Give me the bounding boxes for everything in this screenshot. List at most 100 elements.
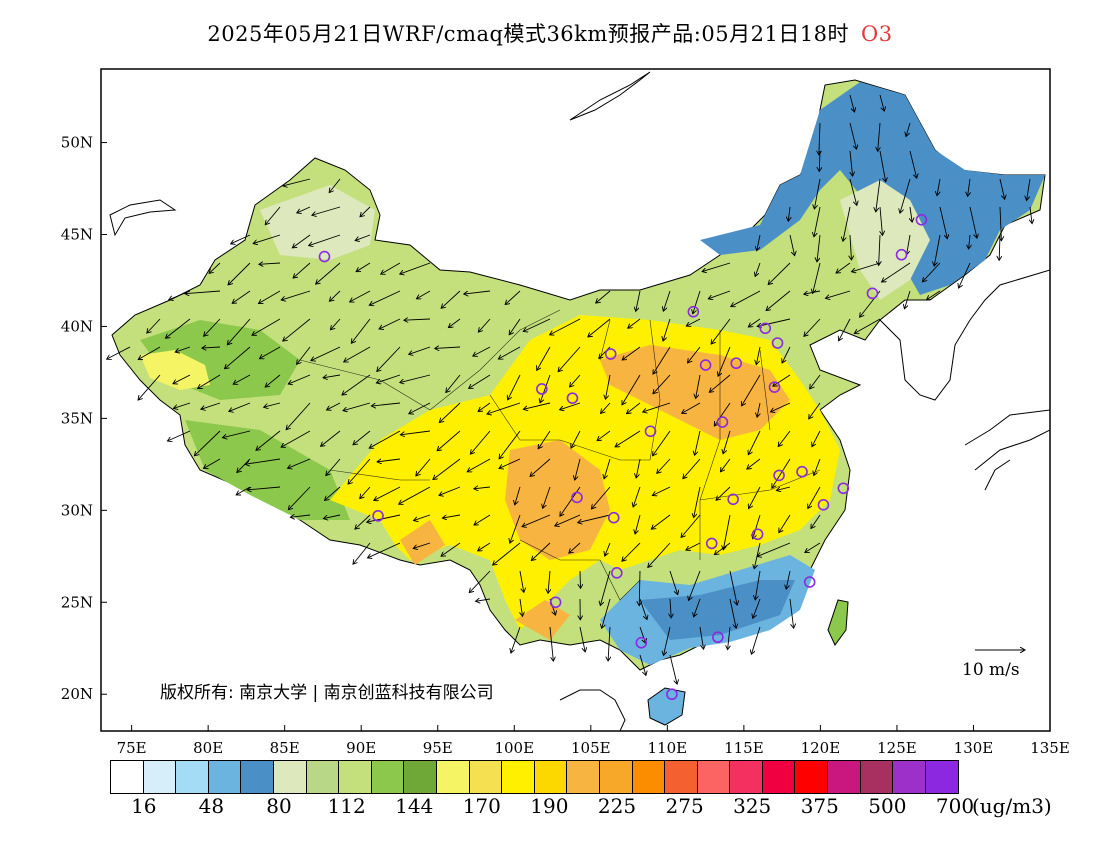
- wind-arrow: [575, 458, 581, 480]
- colorbar-swatch: [632, 761, 666, 793]
- wind-arrow: [615, 430, 641, 447]
- wind-arrow: [469, 570, 491, 593]
- wind-arrow: [681, 514, 701, 538]
- wind-arrow: [321, 430, 341, 446]
- wind-arrow: [323, 375, 341, 378]
- wind-arrow: [204, 318, 221, 336]
- colorbar-label: 700: [935, 794, 975, 818]
- wind-arrow: [437, 430, 461, 451]
- station-marker: [712, 631, 724, 644]
- station-marker: [796, 465, 808, 478]
- wind-arrow: [560, 402, 581, 410]
- wind-arrow: [604, 458, 611, 479]
- wind-arrow: [723, 430, 731, 454]
- wind-arrow: [804, 290, 821, 294]
- wind-arrow: [789, 598, 794, 628]
- wind-arrow: [1000, 206, 1001, 241]
- wind-arrow: [367, 514, 401, 522]
- wind-arrow: [782, 346, 791, 363]
- colorbar-swatch: [697, 761, 731, 793]
- colorbar-label: 170: [462, 794, 501, 818]
- colorbar-label: 225: [597, 794, 637, 818]
- wind-arrow: [356, 262, 371, 272]
- wind-arrow: [537, 346, 551, 370]
- wind-arrow: [627, 402, 641, 414]
- wind-arrow: [508, 374, 521, 400]
- map-frame: [100, 68, 1051, 732]
- colorbar-swatch: [762, 761, 796, 793]
- station-marker: [895, 248, 908, 261]
- colorbar-swatch: [925, 761, 959, 793]
- wind-arrow: [175, 346, 191, 352]
- wind-arrow: [711, 318, 731, 344]
- wind-arrow: [416, 458, 431, 476]
- lon-label: 100E: [494, 739, 534, 757]
- wind-arrow: [728, 626, 730, 650]
- wind-arrow: [805, 542, 821, 553]
- wind-arrow: [849, 94, 854, 112]
- wind-arrow: [605, 374, 611, 399]
- wind-arrow: [601, 402, 611, 413]
- wind-arrow: [812, 430, 821, 447]
- wind-arrow: [348, 458, 371, 484]
- wind-arrow: [968, 178, 970, 196]
- wind-arrow: [476, 599, 491, 601]
- wind-arrow: [165, 318, 191, 338]
- wind-arrow: [202, 347, 221, 348]
- wind-arrow: [323, 514, 341, 519]
- colorbar-label: 80: [266, 794, 292, 818]
- wind-arrow: [906, 122, 911, 137]
- wind-arrow: [778, 430, 791, 447]
- wind-arrow: [663, 290, 671, 311]
- wind-arrow: [467, 458, 491, 472]
- wind-arrow: [441, 290, 461, 308]
- wind-arrow: [878, 122, 880, 151]
- lon-label: 80E: [193, 739, 223, 757]
- wind-arrow: [225, 346, 251, 369]
- station-marker: [759, 322, 772, 335]
- wind-arrow: [909, 150, 917, 178]
- wind-arrow: [854, 318, 881, 334]
- wind-arrow: [748, 430, 761, 455]
- wind-arrow: [231, 234, 251, 244]
- wind-arrow: [768, 262, 791, 285]
- wind-arrow: [686, 542, 701, 550]
- wind-arrow: [499, 458, 521, 468]
- wind-arrow: [729, 598, 736, 628]
- colorbar-swatch: [795, 761, 829, 793]
- wind-arrow: [819, 122, 820, 155]
- wind-arrow: [709, 374, 731, 392]
- wind-arrow: [414, 514, 431, 521]
- wind-arrow: [694, 486, 701, 518]
- station-marker: [687, 305, 700, 318]
- wind-arrow: [636, 458, 641, 478]
- wind-arrow: [374, 486, 401, 500]
- wind-arrow: [849, 178, 857, 205]
- wind-arrow: [639, 626, 646, 643]
- colorbar-label: 375: [800, 794, 839, 818]
- lon-label: 120E: [801, 739, 841, 757]
- wind-arrow: [293, 262, 311, 278]
- wind-arrow: [639, 598, 647, 620]
- wind-arrow: [910, 206, 912, 222]
- wind-arrow: [876, 178, 881, 212]
- wind-arrow: [538, 430, 551, 449]
- wind-arrow: [622, 374, 641, 405]
- wind-arrow: [413, 542, 431, 548]
- station-marker: [773, 469, 785, 482]
- station-marker: [727, 493, 739, 506]
- station-marker: [866, 287, 879, 300]
- wind-arrow: [400, 262, 431, 274]
- station-marker: [817, 499, 830, 511]
- station-marker: [536, 383, 548, 395]
- wind-arrow: [813, 262, 821, 293]
- wind-arrow: [939, 206, 947, 239]
- wind-arrow: [747, 458, 761, 469]
- wind-arrow: [664, 626, 671, 656]
- wind-arrow: [904, 290, 911, 309]
- lon-label: 85E: [270, 739, 300, 757]
- wind-arrow: [326, 458, 341, 476]
- colorbar-label: 144: [395, 794, 434, 818]
- wind-arrow: [772, 458, 791, 488]
- wind-arrow: [138, 346, 161, 360]
